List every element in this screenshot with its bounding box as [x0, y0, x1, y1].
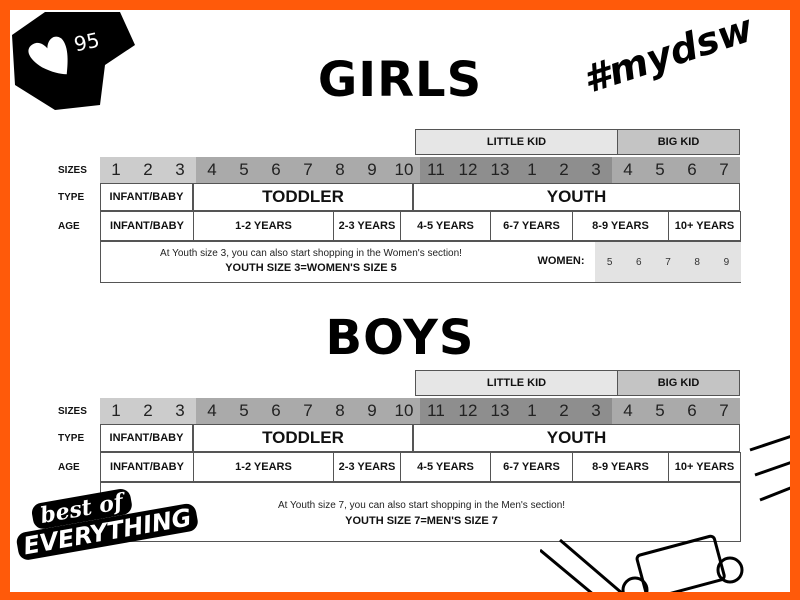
age-cell: INFANT/BABY [100, 211, 194, 241]
note-box: At Youth size 3, you can also start shop… [100, 241, 741, 283]
size-cell: 8 [324, 157, 356, 183]
size-cell: 2 [132, 398, 164, 424]
women-size-cell: 8 [694, 256, 700, 268]
size-cell: 13 [484, 157, 516, 183]
size-cell: 6 [260, 157, 292, 183]
size-cell: 5 [228, 398, 260, 424]
size-cell: 2 [548, 398, 580, 424]
size-cell: 6 [260, 398, 292, 424]
age-cell: 1-2 YEARS [193, 452, 334, 482]
heart-icon [12, 12, 135, 110]
size-cell: 10 [388, 157, 420, 183]
size-cell: 12 [452, 157, 484, 183]
type-cell: INFANT/BABY [100, 183, 193, 211]
type-cell: TODDLER [193, 424, 413, 452]
age-cell: 2-3 YEARS [333, 211, 401, 241]
likes-badge[interactable]: 95 [10, 10, 140, 124]
size-cell: 4 [612, 398, 644, 424]
size-cell: 1 [516, 398, 548, 424]
size-cell: 6 [676, 398, 708, 424]
size-cell: 7 [708, 398, 740, 424]
age-cell: 10+ YEARS [668, 452, 741, 482]
sizes-label: SIZES [58, 164, 87, 176]
women-sizes: 5 6 7 8 9 [595, 242, 741, 282]
size-cell: 12 [452, 398, 484, 424]
size-cell: 7 [708, 157, 740, 183]
age-cell: 6-7 YEARS [490, 211, 573, 241]
age-cell: 4-5 YEARS [400, 211, 491, 241]
women-size-cell: 7 [665, 256, 671, 268]
size-cell: 6 [676, 157, 708, 183]
age-cell: 6-7 YEARS [490, 452, 573, 482]
age-cell: 4-5 YEARS [400, 452, 491, 482]
big-kid-header: BIG KID [617, 129, 740, 155]
size-cell: 5 [228, 157, 260, 183]
size-cell: 9 [356, 398, 388, 424]
size-cell: 13 [484, 398, 516, 424]
size-cell: 8 [324, 398, 356, 424]
age-label: AGE [58, 220, 80, 232]
type-label: TYPE [58, 432, 85, 444]
women-size-cell: 5 [606, 256, 613, 268]
size-cell: 3 [580, 157, 612, 183]
size-cell: 1 [100, 157, 132, 183]
size-cell: 4 [612, 157, 644, 183]
note-box: At Youth size 7, you can also start shop… [100, 482, 741, 542]
type-cell: TODDLER [193, 183, 413, 211]
size-cell: 3 [164, 398, 196, 424]
size-cell: 3 [580, 398, 612, 424]
cassette-icon [540, 433, 799, 600]
boys-title: BOYS [325, 310, 475, 366]
big-kid-header: BIG KID [617, 370, 740, 396]
size-cell: 5 [644, 398, 676, 424]
size-cell: 4 [196, 398, 228, 424]
age-cell: 8-9 YEARS [572, 452, 669, 482]
sizes-label: SIZES [58, 405, 87, 417]
size-cell: 11 [420, 157, 452, 183]
size-cell: 2 [548, 157, 580, 183]
size-cell: 1 [516, 157, 548, 183]
size-cell: 4 [196, 157, 228, 183]
size-cell: 7 [292, 398, 324, 424]
size-cell: 2 [132, 157, 164, 183]
age-cell: 1-2 YEARS [193, 211, 334, 241]
age-label: AGE [58, 461, 80, 473]
size-cell: 5 [644, 157, 676, 183]
note-text: At Youth size 7, you can also start shop… [277, 500, 566, 511]
age-cell: INFANT/BABY [100, 452, 194, 482]
size-cell: 3 [164, 157, 196, 183]
age-cell: 2-3 YEARS [333, 452, 401, 482]
type-label: TYPE [58, 191, 85, 203]
size-cell: 9 [356, 157, 388, 183]
women-size-cell: 6 [636, 256, 642, 268]
women-size-cell: 9 [723, 256, 730, 268]
girls-title: GIRLS [317, 52, 483, 108]
type-cell: YOUTH [413, 424, 740, 452]
note-equivalence: YOUTH SIZE 3=WOMEN'S SIZE 5 [225, 262, 397, 274]
little-kid-header: LITTLE KID [415, 370, 618, 396]
note-equivalence: YOUTH SIZE 7=MEN'S SIZE 7 [345, 515, 498, 527]
women-label: WOMEN: [537, 255, 585, 267]
type-cell: YOUTH [413, 183, 740, 211]
little-kid-header: LITTLE KID [415, 129, 618, 155]
size-cell: 7 [292, 157, 324, 183]
age-cell: 10+ YEARS [668, 211, 741, 241]
size-cell: 11 [420, 398, 452, 424]
note-text: At Youth size 3, you can also start shop… [160, 248, 462, 259]
type-cell: INFANT/BABY [100, 424, 193, 452]
size-cell: 1 [100, 398, 132, 424]
age-cell: 8-9 YEARS [572, 211, 669, 241]
size-cell: 10 [388, 398, 420, 424]
